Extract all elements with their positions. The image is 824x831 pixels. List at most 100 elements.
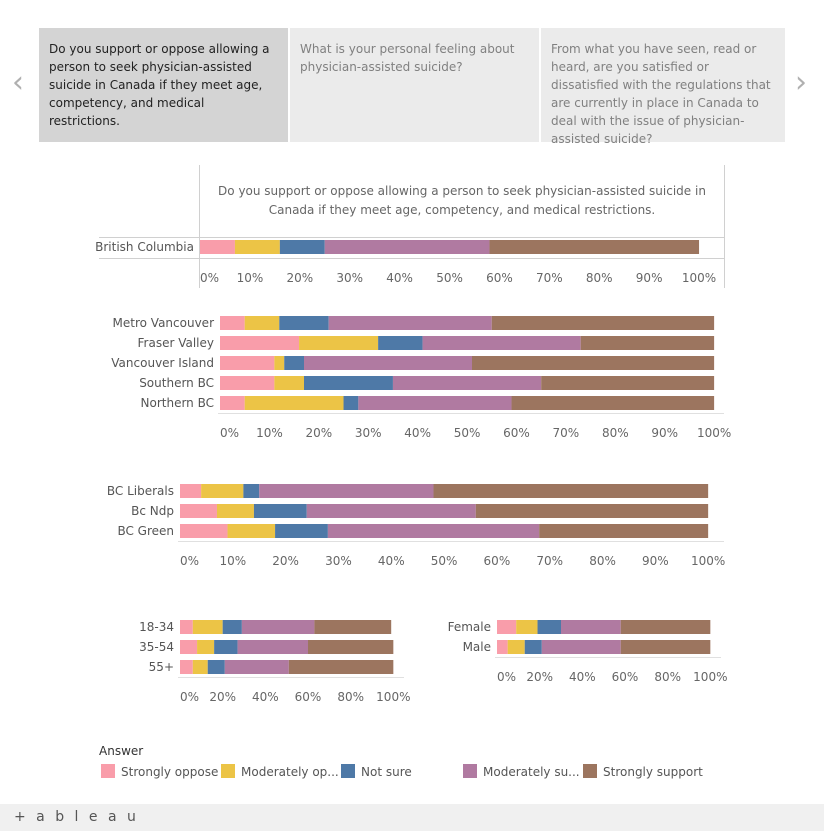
tick-label: 100%: [682, 271, 716, 285]
bar-segment[interactable]: [422, 336, 581, 350]
bar-segment[interactable]: [537, 620, 561, 634]
bar-segment[interactable]: [524, 640, 542, 654]
bar-segment[interactable]: [620, 640, 711, 654]
tick-label: 20%: [272, 554, 299, 568]
next-arrow-icon[interactable]: ›: [795, 65, 807, 100]
bar-segment[interactable]: [241, 620, 315, 634]
bar-segment[interactable]: [207, 660, 225, 674]
bar-segment[interactable]: [475, 504, 709, 518]
bar-segment[interactable]: [180, 524, 228, 538]
bar-segment[interactable]: [275, 524, 328, 538]
tab-support-oppose[interactable]: Do you support or oppose allowing a pers…: [39, 28, 288, 142]
bar-segment[interactable]: [259, 484, 434, 498]
bar-segment[interactable]: [244, 396, 344, 410]
bar-segment[interactable]: [227, 524, 276, 538]
bar-segment[interactable]: [392, 376, 542, 390]
bar-segment[interactable]: [244, 316, 280, 330]
bar-segment[interactable]: [216, 504, 254, 518]
bar-segment[interactable]: [489, 240, 700, 254]
bar-segment[interactable]: [343, 396, 359, 410]
bar-segment[interactable]: [220, 376, 275, 390]
bar-segment[interactable]: [220, 336, 300, 350]
tab-personal-feeling[interactable]: What is your personal feeling about phys…: [290, 28, 539, 142]
bar-segment[interactable]: [200, 240, 235, 254]
bar-segment[interactable]: [180, 620, 193, 634]
bar-segment[interactable]: [433, 484, 709, 498]
bar-segment[interactable]: [507, 640, 525, 654]
tick-label: 0%: [180, 554, 199, 568]
bar-segment[interactable]: [561, 620, 621, 634]
bar-segment[interactable]: [279, 316, 329, 330]
chart-title-box: Do you support or oppose allowing a pers…: [218, 184, 706, 217]
bar-segment[interactable]: [378, 336, 423, 350]
bar-segment[interactable]: [201, 484, 244, 498]
tick-label: 70%: [536, 554, 563, 568]
bar-segment[interactable]: [253, 504, 307, 518]
bar-segment[interactable]: [224, 660, 289, 674]
bar-segment[interactable]: [192, 660, 208, 674]
bar-segment[interactable]: [274, 356, 285, 370]
prev-arrow-icon[interactable]: ‹: [12, 65, 24, 100]
bar-segment[interactable]: [284, 356, 304, 370]
tab-satisfied-regulations[interactable]: From what you have seen, read or heard, …: [541, 28, 785, 146]
bar-segment[interactable]: [314, 620, 392, 634]
tick-label: 70%: [536, 271, 563, 285]
bar-segment[interactable]: [243, 484, 260, 498]
legend: Answer Strongly oppose Moderately op... No…: [99, 744, 799, 784]
bar-segment[interactable]: [304, 356, 472, 370]
tick-label: 90%: [636, 271, 663, 285]
bar-segment[interactable]: [324, 240, 490, 254]
bar-segment[interactable]: [516, 620, 538, 634]
bar-segment[interactable]: [306, 504, 476, 518]
legend-item[interactable]: Strongly oppose: [101, 764, 218, 782]
bar-segment[interactable]: [472, 356, 715, 370]
bar-segment[interactable]: [274, 376, 304, 390]
bar-segment[interactable]: [497, 620, 517, 634]
bar-segment[interactable]: [541, 376, 715, 390]
bar-segment[interactable]: [541, 640, 621, 654]
bar-segment[interactable]: [299, 336, 379, 350]
category-label: Northern BC: [141, 396, 215, 410]
bar-segment[interactable]: [220, 316, 245, 330]
bar-segment[interactable]: [197, 640, 215, 654]
tick-label: 40%: [386, 271, 413, 285]
tick-label: 60%: [484, 554, 511, 568]
tableau-logo[interactable]: + a b l e a u: [14, 809, 139, 825]
legend-item[interactable]: Not sure: [341, 764, 412, 782]
bar-segment[interactable]: [539, 524, 709, 538]
bar-segment[interactable]: [237, 640, 308, 654]
bar-segment[interactable]: [220, 396, 245, 410]
legend-label: Moderately su...: [483, 765, 580, 779]
tick-label: 80%: [602, 426, 629, 440]
bar-segment[interactable]: [220, 356, 275, 370]
tick-label: 60%: [503, 426, 530, 440]
legend-item[interactable]: Moderately op...: [221, 764, 339, 782]
bar-segment[interactable]: [279, 240, 325, 254]
bar-segment[interactable]: [497, 640, 508, 654]
bar-segment[interactable]: [180, 504, 217, 518]
bar-segment[interactable]: [304, 376, 393, 390]
legend-item[interactable]: Moderately su...: [463, 764, 580, 782]
bar-segment[interactable]: [580, 336, 715, 350]
bar-segment[interactable]: [358, 396, 512, 410]
bar-segment[interactable]: [234, 240, 280, 254]
bar-segment[interactable]: [192, 620, 223, 634]
bar-segment[interactable]: [327, 524, 540, 538]
bar-segment[interactable]: [511, 396, 715, 410]
bar-segment[interactable]: [308, 640, 394, 654]
bar-segment[interactable]: [328, 316, 492, 330]
tick-label: 0%: [200, 271, 219, 285]
bar-segment[interactable]: [288, 660, 394, 674]
bar-segment[interactable]: [491, 316, 715, 330]
bar-segment[interactable]: [180, 484, 202, 498]
tick-label: 100%: [691, 554, 725, 568]
tick-label: 0%: [180, 690, 199, 704]
bar-segment[interactable]: [180, 660, 193, 674]
category-label: British Columbia: [95, 240, 194, 254]
bar-segment[interactable]: [180, 640, 198, 654]
bar-segment[interactable]: [214, 640, 238, 654]
legend-item[interactable]: Strongly support: [583, 764, 703, 782]
bar-segment[interactable]: [620, 620, 711, 634]
bar-segment[interactable]: [222, 620, 242, 634]
category-label: Fraser Valley: [138, 336, 214, 350]
